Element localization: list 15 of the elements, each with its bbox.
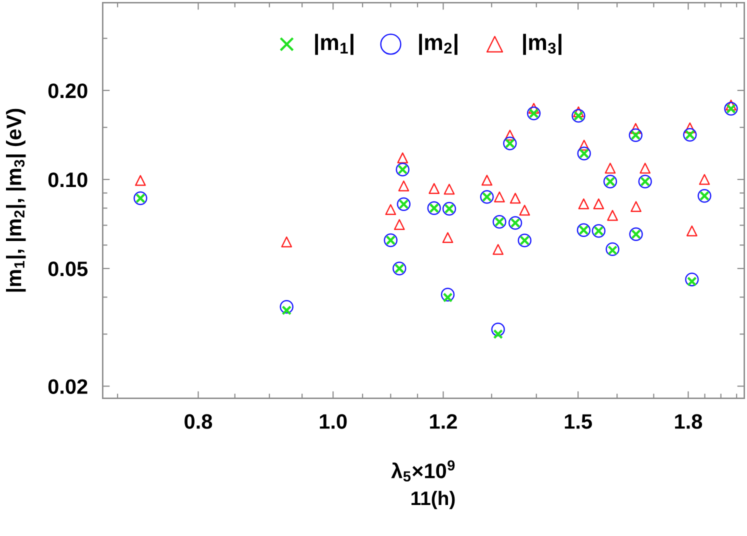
y-tick-label: 0.10 — [48, 172, 88, 188]
y-tick-label: 0.20 — [48, 83, 88, 98]
y-tick-label: 0.02 — [48, 379, 88, 394]
text: 11(h) — [412, 490, 455, 510]
legend-label: |m$_{1}$| — [315, 34, 354, 55]
legend-label: |m$_{2}$| — [419, 34, 458, 55]
legend-label: |m$_{3}$| — [523, 34, 562, 55]
x-tick-label: 0.8 — [184, 414, 212, 429]
x-tick-label: 1.8 — [675, 414, 702, 429]
x-tick-label: 1.2 — [430, 414, 457, 429]
y-tick-label: 0.05 — [48, 262, 88, 276]
x-tick-label: 1.0 — [320, 414, 347, 429]
x-tick-label: 1.5 — [564, 414, 592, 429]
x-axis-title: λ$_{5}$×10$^{9}$ — [391, 460, 455, 482]
y-axis-title: |m$_{1}$|, |m$_{2}$|, |m$_{3}$| (eV) — [6, 108, 26, 292]
